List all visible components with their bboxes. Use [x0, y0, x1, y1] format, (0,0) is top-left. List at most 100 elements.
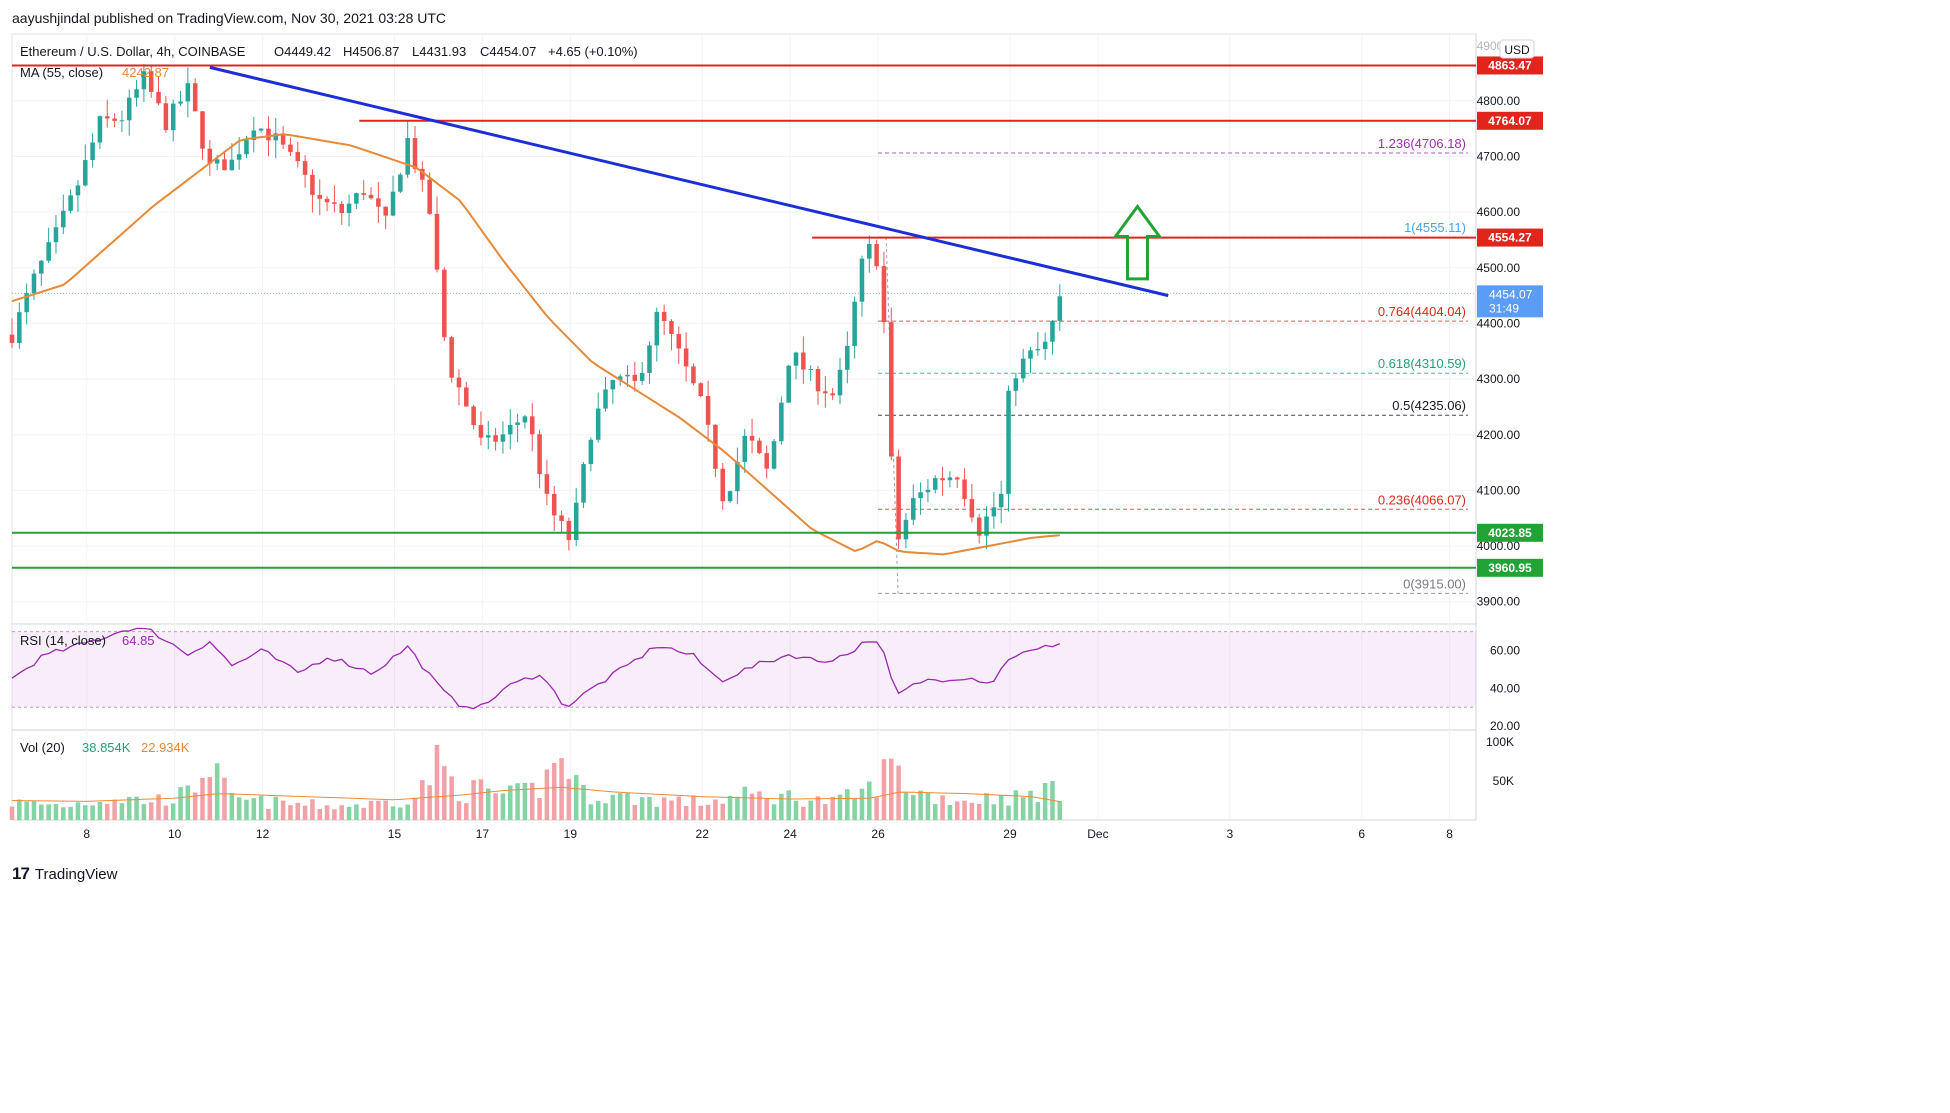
volume-bar: [889, 758, 894, 820]
time-tick-label: 8: [83, 827, 90, 841]
price-tick-label: 4200.00: [1477, 428, 1521, 442]
volume-bar: [1057, 801, 1063, 820]
candle-body: [632, 374, 638, 381]
up-arrow[interactable]: [1112, 204, 1163, 281]
time-axis[interactable]: 8 10 12 15 17 19 22 24 26 29 Dec 3 6 8: [83, 827, 1453, 841]
candle-body: [507, 424, 513, 435]
candle-body: [53, 227, 59, 243]
ohlc-low: L4431.93: [412, 44, 466, 59]
volume-bar: [214, 763, 220, 820]
candle-body: [881, 266, 887, 323]
candle-body: [1006, 390, 1011, 494]
volume-bar: [852, 798, 857, 820]
candle-body: [1020, 358, 1026, 379]
volume-bar: [903, 792, 909, 820]
volume-bar: [398, 807, 403, 820]
volume-bar: [486, 788, 491, 820]
candle-body: [903, 519, 909, 540]
volume-bar: [588, 804, 594, 820]
time-tick-label: 19: [564, 827, 578, 841]
time-tick-label: 24: [783, 827, 797, 841]
candles: [9, 64, 1063, 551]
volume-bar: [962, 800, 967, 820]
eth-usd-chart[interactable]: 1.236(4706.18) 1(4555.11) 0.764(4404.04) 0.…: [0, 0, 1568, 858]
candle-body: [639, 372, 645, 381]
volume-bar: [1042, 782, 1048, 820]
candle-body: [346, 203, 352, 214]
candle-body: [112, 118, 117, 121]
volume-bar: [998, 795, 1004, 820]
volume-bar: [610, 794, 616, 820]
candle-body: [449, 337, 454, 378]
volume-bar: [815, 796, 821, 820]
volume-bar: [1035, 802, 1041, 820]
price-axis[interactable]: 3900.00 4000.00 4100.00 4200.00 4300.00 4400.…: [1477, 39, 1521, 609]
candle-body: [654, 311, 660, 346]
candle-body: [464, 387, 469, 407]
volume-bar: [749, 793, 755, 820]
fib-label: 1.236(4706.18): [1378, 136, 1466, 151]
volume-bar: [823, 804, 828, 820]
candle-body: [867, 243, 872, 259]
volume-bar: [368, 800, 374, 820]
candle-body: [310, 174, 315, 195]
candle-body: [9, 334, 15, 343]
candle-body: [588, 439, 594, 465]
volume-bar: [515, 783, 520, 820]
volume-bar: [669, 800, 674, 820]
currency-badge[interactable]: [1499, 39, 1535, 59]
candle-body: [727, 491, 733, 502]
volume-bar: [449, 776, 454, 820]
volume-bar: [17, 799, 22, 820]
time-tick-label: 12: [256, 827, 270, 841]
volume-bar: [141, 804, 147, 820]
volume-bar: [207, 776, 213, 820]
candle-body: [471, 406, 476, 426]
volume-bar: [251, 798, 257, 820]
descending-trendline[interactable]: [209, 65, 1169, 298]
candle-body: [991, 507, 997, 517]
candle-body: [17, 312, 22, 343]
volume-legend-value: 38.854K: [82, 740, 131, 755]
volume-bar: [500, 793, 506, 820]
volume-bar: [632, 805, 638, 820]
volume-bar: [940, 795, 945, 820]
candle-body: [412, 138, 418, 169]
candle-body: [669, 320, 674, 334]
volume-bar: [991, 804, 997, 820]
candle-body: [46, 242, 51, 261]
candle-body: [405, 138, 410, 175]
volume-bar: [464, 803, 469, 820]
volume-bar: [859, 788, 865, 820]
volume-bar: [192, 792, 198, 820]
volume-bar: [273, 796, 279, 820]
candle-body: [691, 366, 696, 384]
candle-body: [676, 333, 682, 349]
currency-label: USD: [1504, 43, 1530, 57]
chart-frame: [11, 33, 1477, 821]
volume-bar: [984, 793, 989, 820]
volume-bar: [742, 786, 748, 820]
candle-body: [771, 441, 777, 469]
volume-bar: [779, 793, 784, 820]
volume-bar: [647, 796, 652, 820]
candle-body: [852, 301, 857, 346]
volume-bar: [104, 803, 110, 820]
candle-body: [962, 479, 967, 500]
volume-bar: [661, 797, 667, 820]
candle-body: [126, 97, 132, 121]
candle-body: [83, 160, 88, 186]
level-price-box: [1477, 111, 1543, 130]
volume-bar: [976, 803, 982, 820]
volume-bar: [244, 799, 249, 820]
volume-bar: [625, 792, 630, 820]
candle-body: [200, 111, 205, 149]
candle-body: [97, 116, 103, 143]
volume-bar: [691, 795, 696, 820]
candle-body: [559, 515, 564, 521]
volume-bar: [39, 804, 44, 820]
tradingview-logo-icon: 17: [12, 864, 30, 883]
rsi-tick-label: 40.00: [1490, 681, 1520, 695]
volume-bar: [112, 799, 117, 820]
tradingview-footer[interactable]: 17 TradingView: [12, 864, 117, 884]
